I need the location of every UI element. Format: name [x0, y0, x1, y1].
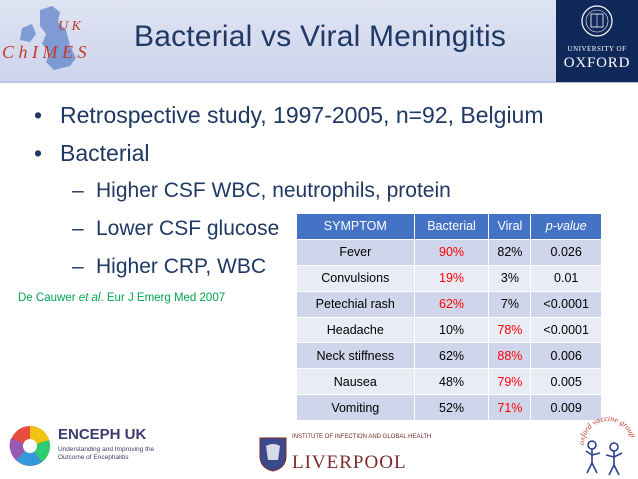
cell-viral: 88%: [488, 342, 532, 370]
svg-text:oxford vaccine group: oxford vaccine group: [578, 414, 636, 445]
table-row: Vomiting 52% 71% 0.009: [296, 394, 602, 422]
header-viral: Viral: [488, 213, 532, 240]
encephuk-logo: ENCEPH UK Understanding and Improving th…: [8, 420, 158, 476]
citation-authors: De Cauwer: [18, 292, 79, 304]
oxford-vaccine-group-logo: oxford vaccine group: [578, 414, 636, 476]
cell-p-value: 0.006: [530, 342, 602, 370]
table-row: Fever 90% 82% 0.026: [296, 238, 602, 266]
cell-p-value: 0.005: [530, 368, 602, 396]
slide-title: Bacterial vs Viral Meningitis: [134, 20, 507, 53]
liverpool-shield-icon: [259, 437, 287, 472]
ovg-text: oxford vaccine group: [578, 414, 636, 445]
cell-bacterial: 10%: [413, 316, 490, 344]
table-row: Petechial rash 62% 7% <0.0001: [296, 290, 602, 318]
cell-viral: 79%: [488, 368, 532, 396]
slide-header: U K C h I M E S Bacterial vs Viral Menin…: [0, 0, 638, 83]
table-row: Neck stiffness 62% 88% 0.006: [296, 342, 602, 370]
cell-viral: 71%: [488, 394, 532, 422]
cell-symptom: Petechial rash: [296, 290, 415, 318]
cell-bacterial: 52%: [413, 394, 490, 422]
cell-bacterial: 90%: [413, 238, 490, 266]
oxford-crest-icon: [581, 5, 613, 37]
cell-bacterial: 62%: [413, 342, 490, 370]
cell-symptom: Convulsions: [296, 264, 415, 292]
sub-bullet-crp-wbc: Higher CRP, WBC: [72, 250, 544, 288]
cell-viral: 78%: [488, 316, 532, 344]
bullet-list: Retrospective study, 1997-2005, n=92, Be…: [34, 98, 544, 288]
liverpool-institute-text: INSTITUTE OF INFECTION AND GLOBAL HEALTH: [292, 434, 432, 440]
oxford-university-logo: UNIVERSITY OF OXFORD: [556, 0, 638, 82]
cell-symptom: Nausea: [296, 368, 415, 396]
table-row: Headache 10% 78% <0.0001: [296, 316, 602, 344]
oxford-university-of-text: UNIVERSITY OF: [567, 45, 627, 53]
cell-symptom: Headache: [296, 316, 415, 344]
oxford-name-text: OXFORD: [563, 55, 631, 71]
header-bacterial: Bacterial: [413, 213, 490, 240]
citation: De Cauwer et al. Eur J Emerg Med 2007: [18, 292, 225, 304]
encephuk-subtitle: Understanding and Improving the Outcome …: [58, 446, 155, 461]
cell-symptom: Vomiting: [296, 394, 415, 422]
cell-viral: 82%: [488, 238, 532, 266]
cell-p-value: <0.0001: [530, 316, 602, 344]
cell-bacterial: 48%: [413, 368, 490, 396]
chimes-uk-logo: U K C h I M E S: [2, 6, 87, 70]
header-symptom: SYMPTOM: [296, 213, 415, 240]
cell-p-value: <0.0001: [530, 290, 602, 318]
cell-p-value: 0.009: [530, 394, 602, 422]
sub-bullet-csf-glucose: Lower CSF glucose: [72, 212, 544, 250]
cell-bacterial: 19%: [413, 264, 490, 292]
symptom-table: SYMPTOM Bacterial Viral p-value Fever 90…: [296, 213, 602, 422]
table-row: Nausea 48% 79% 0.005: [296, 368, 602, 396]
encephuk-title: ENCEPH UK: [58, 426, 147, 443]
cell-viral: 3%: [488, 264, 532, 292]
bullet-study: Retrospective study, 1997-2005, n=92, Be…: [34, 98, 544, 136]
liverpool-logo: INSTITUTE OF INFECTION AND GLOBAL HEALTH…: [258, 432, 431, 476]
table-row: Convulsions 19% 3% 0.01: [296, 264, 602, 292]
bullet-bacterial: Bacterial: [34, 136, 544, 174]
chimes-text: C h I M E S: [2, 42, 87, 62]
cell-p-value: 0.01: [530, 264, 602, 292]
cell-symptom: Fever: [296, 238, 415, 266]
liverpool-name-text: LIVERPOOL: [292, 452, 407, 473]
sub-bullet-csf-wbc: Higher CSF WBC, neutrophils, protein: [72, 174, 544, 212]
chimes-uk-text: U K: [58, 19, 82, 34]
cell-viral: 7%: [488, 290, 532, 318]
cell-p-value: 0.026: [530, 238, 602, 266]
encephuk-wheel-icon: [9, 426, 50, 466]
cell-symptom: Neck stiffness: [296, 342, 415, 370]
cell-bacterial: 62%: [413, 290, 490, 318]
citation-et-al: et al: [78, 292, 101, 304]
citation-source: . Eur J Emerg Med 2007: [100, 292, 226, 304]
header-p-value-text: p-value: [545, 219, 587, 234]
header-p-value: p-value: [530, 213, 602, 240]
table-header-row: SYMPTOM Bacterial Viral p-value: [296, 213, 602, 240]
